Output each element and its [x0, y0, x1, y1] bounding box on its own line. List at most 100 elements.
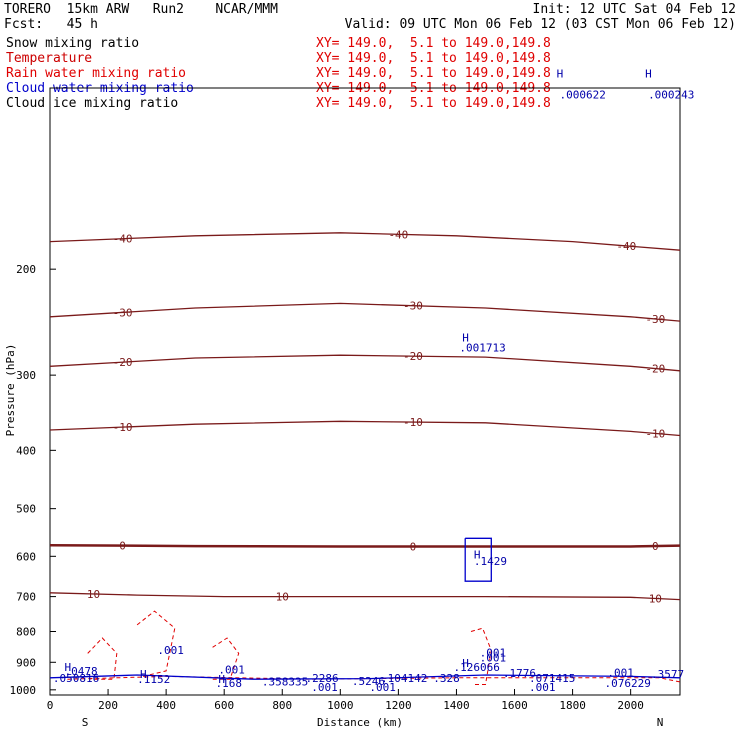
isotherm-label-0-1: -40 — [388, 228, 408, 241]
isotherm-label-1-1: -30 — [403, 300, 423, 313]
contour-annotation-2: H — [557, 67, 564, 80]
contour-annotation-17: .1776 — [503, 667, 536, 680]
contour-annotation-19: .001 — [157, 644, 184, 657]
x-tick-label-4: 800 — [272, 699, 292, 712]
x-tick-label-7: 1400 — [443, 699, 470, 712]
isotherm-label-2-0: -20 — [113, 356, 133, 369]
legend-item-name-2: Rain water mixing ratio — [6, 66, 187, 81]
isotherm-0 — [49, 232, 681, 251]
isotherm-1 — [49, 302, 681, 322]
x-tick-label-1: 200 — [98, 699, 118, 712]
x-tick-label-8: 1600 — [501, 699, 528, 712]
x-tick-label-3: 600 — [214, 699, 234, 712]
contour-annotation-22: H — [462, 657, 469, 670]
legend-item-name-4: Cloud ice mixing ratio — [6, 96, 179, 111]
contour-annotation-31: .001 — [529, 681, 556, 694]
contour-annotation-12: H — [218, 673, 225, 686]
contour-annotation-7: .1429 — [474, 555, 507, 568]
contour-annotation-3: .000622 — [560, 88, 606, 101]
contour-annotation-10: H — [140, 668, 147, 681]
isotherm-label-1-2: -30 — [645, 313, 665, 326]
header-left-2: Fcst: 45 h — [4, 17, 98, 32]
y-tick-label-0: 200 — [16, 263, 36, 276]
x-tick-label-5: 1000 — [327, 699, 354, 712]
legend-item-xy-4: XY= 149.0, 5.1 to 149.0,149.8 — [316, 96, 551, 111]
isotherm-label-1-0: -30 — [113, 306, 133, 319]
isotherm-label-0-0: -40 — [113, 233, 133, 246]
legend-item-name-1: Temperature — [6, 51, 93, 66]
isotherm-label-5-0: 10 — [87, 588, 100, 601]
isotherm-4 — [49, 543, 681, 548]
contour-annotation-24: .050816 — [53, 672, 99, 685]
legend-item-xy-2: XY= 149.0, 5.1 to 149.0,149.8 — [316, 66, 551, 81]
contour-annotation-29: .001 — [311, 681, 338, 694]
legend-item-xy-0: XY= 149.0, 5.1 to 149.0,149.8 — [316, 36, 551, 51]
y-tick-label-5: 700 — [16, 591, 36, 604]
contour-annotation-4: H — [645, 67, 652, 80]
x-tick-label-6: 1200 — [385, 699, 412, 712]
contour-annotation-14: .2286 — [305, 672, 338, 685]
contour-annotation-27: .071415 — [529, 672, 575, 685]
legend-item-xy-1: XY= 149.0, 5.1 to 149.0,149.8 — [316, 51, 551, 66]
header-left-1: TORERO 15km ARW Run2 NCAR/MMM — [4, 2, 278, 17]
isotherm-label-2-2: -20 — [645, 363, 665, 376]
contour-annotation-28: .076229 — [605, 677, 651, 690]
isotherm-label-0-2: -40 — [616, 240, 636, 253]
y-tick-label-1: 300 — [16, 369, 36, 382]
cloud-contour-0 — [464, 537, 492, 582]
axes: 0 200 400 600 800 1000 1200 1400 1600 1800 2000200… — [10, 263, 644, 712]
isotherm-label-3-0: -10 — [113, 421, 133, 434]
contour-annotation-23: .126066 — [454, 661, 500, 674]
y-tick-label-4: 600 — [16, 550, 36, 563]
contour-annotation-30: .001 — [369, 681, 396, 694]
x-end-label-left: S — [82, 716, 89, 729]
contour-annotation-21: .001 — [480, 652, 507, 665]
header-right-2: Valid: 09 UTC Mon 06 Feb 12 (03 CST Mon … — [344, 17, 736, 32]
x-axis-label: Distance (km) — [317, 716, 403, 729]
y-tick-label-8: 1000 — [10, 684, 37, 697]
y-tick-label-7: 900 — [16, 656, 36, 669]
contour-annotation-18: .3577 — [651, 668, 684, 681]
header-right-1: Init: 12 UTC Sat 04 Feb 12 — [532, 2, 737, 17]
x-tick-label-0: 0 — [47, 699, 54, 712]
x-tick-label-10: 2000 — [617, 699, 644, 712]
rain-contour-2 — [212, 637, 240, 680]
x-tick-label-9: 1800 — [559, 699, 586, 712]
isotherm-5 — [49, 592, 681, 601]
rain-contour-0 — [87, 637, 118, 680]
y-axis-label: Pressure (hPa) — [4, 344, 17, 437]
isotherm-label-4-2: 0 — [652, 540, 659, 553]
legend-item-name-0: Snow mixing ratio — [6, 36, 140, 51]
cloud-water-contours — [49, 537, 681, 680]
contour-annotation-33: .001 — [218, 664, 245, 677]
contour-annotation-16: .328 — [433, 672, 460, 685]
contour-annotation-25: .358335 — [262, 675, 308, 688]
isotherm-label-5-1: 10 — [276, 591, 289, 604]
contour-annotation-11: .1152 — [137, 673, 170, 686]
isotherm-label-4-0: 0 — [119, 540, 126, 553]
contour-annotation-26: .104142 — [381, 672, 427, 685]
contour-annotation-32: .001 — [607, 666, 634, 679]
isotherm-label-2-1: -20 — [403, 350, 423, 363]
contour-annotation-8: H — [65, 661, 72, 674]
rain-contour-3 — [470, 627, 492, 685]
plot-frame — [49, 87, 681, 696]
isotherm-label-3-2: -10 — [645, 427, 665, 440]
x-tick-label-2: 400 — [156, 699, 176, 712]
contour-annotation-1: .001713 — [459, 341, 505, 354]
temperature-isotherms: -40 -40 -40 -30 -30 -30 -20 -20 -20 -10 -10 -10 0 0 0 1… — [49, 228, 681, 605]
cloud-contour-1 — [49, 674, 681, 680]
isotherm-3 — [49, 420, 681, 437]
contour-annotation-9: .0478 — [65, 665, 98, 678]
contour-annotation-5: .000243 — [648, 88, 694, 101]
y-tick-label-6: 800 — [16, 626, 36, 639]
contour-annotation-20: .001 — [480, 646, 507, 659]
contour-annotation-15: .5246 — [352, 675, 385, 688]
contour-annotation-6: H — [474, 548, 481, 561]
isotherm-label-3-1: -10 — [403, 416, 423, 429]
y-tick-label-2: 400 — [16, 444, 36, 457]
y-tick-label-3: 500 — [16, 503, 36, 516]
isotherm-label-5-2: 10 — [649, 592, 662, 605]
